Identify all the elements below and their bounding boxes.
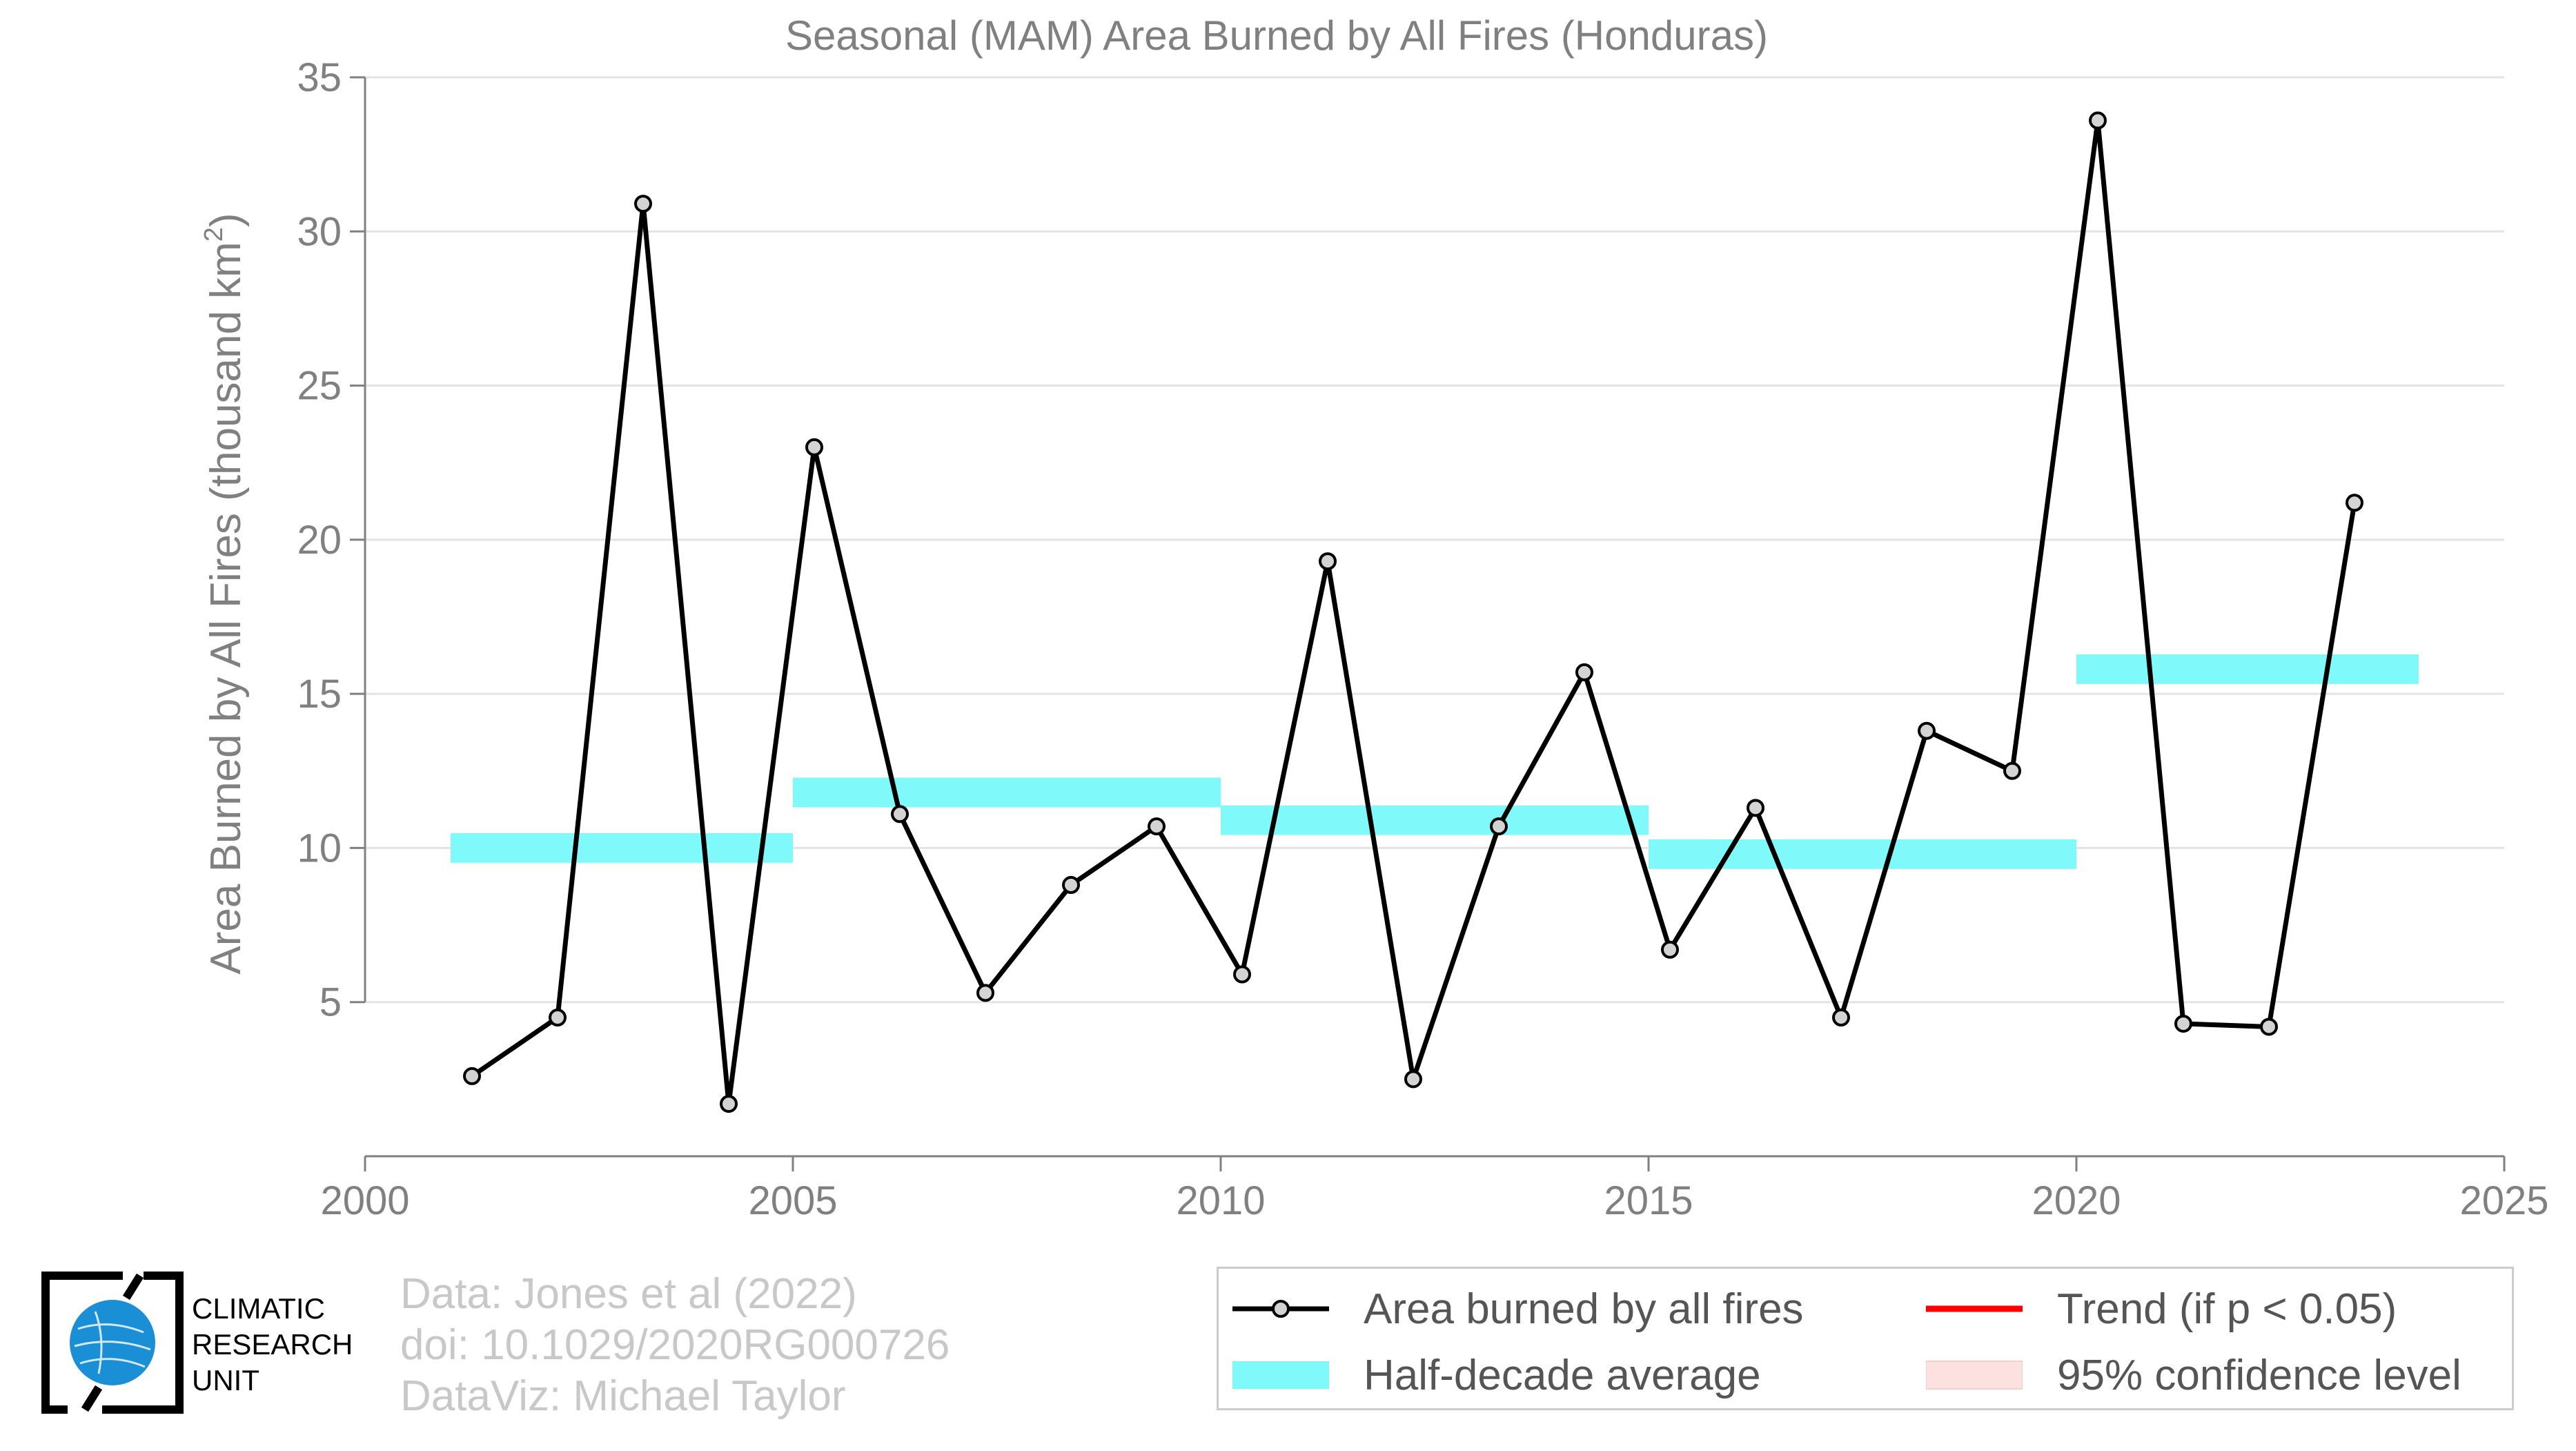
half-decade-band-0 — [451, 832, 793, 863]
data-point-17 — [1918, 721, 1936, 740]
data-point-14 — [1661, 940, 1679, 959]
x-tick-label-2025: 2025 — [2459, 1178, 2548, 1223]
x-tick-label-2000: 2000 — [320, 1178, 409, 1223]
cru-logo-line-3: UNIT — [192, 1364, 259, 1396]
legend-line-marker-icon — [1232, 1281, 1329, 1336]
logo-frame-right — [102, 1272, 184, 1414]
data-point-1 — [549, 1009, 567, 1027]
y-axis-label-superscript: 2 — [199, 227, 228, 242]
data-point-15 — [1747, 799, 1764, 817]
x-tick-label-2010: 2010 — [1176, 1178, 1265, 1223]
chart-title: Seasonal (MAM) Area Burned by All Fires … — [785, 12, 1768, 59]
credit-doi: doi: 10.1029/2020RG000726 — [400, 1321, 950, 1369]
data-point-13 — [1575, 663, 1593, 681]
x-tick-label-2020: 2020 — [2032, 1178, 2121, 1223]
data-credits: Data: Jones et al (2022) doi: 10.1029/20… — [400, 1269, 950, 1422]
y-axis-label-text: Area Burned by All Fires (thousand km — [202, 242, 250, 974]
y-tick-label-15: 15 — [297, 672, 342, 717]
series-line — [471, 118, 2357, 1107]
half-decade-band-4 — [2076, 654, 2419, 684]
data-point-9 — [1233, 965, 1251, 984]
globe-lines — [74, 1311, 151, 1374]
series-area-burned — [463, 111, 2363, 1113]
data-point-4 — [805, 438, 823, 456]
data-point-18 — [2003, 761, 2021, 780]
legend-confidence-band-icon — [1925, 1347, 2023, 1403]
legend-item-confidence: 95% confidence level — [1925, 1347, 2461, 1403]
y-tick-label-25: 25 — [297, 364, 342, 409]
legend-half-decade-band-icon — [1232, 1347, 1329, 1403]
y-tick-label-20: 20 — [297, 518, 342, 563]
legend-item-area-burned: Area burned by all fires — [1232, 1281, 1804, 1336]
cru-logo — [41, 1272, 184, 1414]
logo-slash-bottom — [81, 1385, 103, 1412]
half-decade-band-3 — [1649, 839, 2076, 869]
data-point-16 — [1832, 1009, 1850, 1027]
legend-item-trend: Trend (if p < 0.05) — [1926, 1281, 2397, 1336]
half-decade-band-2 — [1221, 805, 1649, 835]
cru-logo-line-2: RESEARCH — [192, 1328, 353, 1361]
legend: Area burned by all fires Trend (if p < 0… — [1217, 1267, 2514, 1410]
gridlines — [365, 76, 2504, 1004]
x-tick-label-2015: 2015 — [1604, 1178, 1693, 1223]
legend-trend-line-icon — [1926, 1281, 2023, 1336]
credit-data-source: Data: Jones et al (2022) — [400, 1270, 857, 1318]
cru-logo-line-1: CLIMATIC — [192, 1292, 325, 1325]
data-point-7 — [1062, 876, 1080, 895]
logo-slash-top — [122, 1273, 144, 1301]
cru-logo-text: CLIMATIC RESEARCH UNIT — [192, 1291, 353, 1399]
data-point-22 — [2346, 494, 2363, 512]
y-tick-label-5: 5 — [319, 980, 342, 1025]
data-point-11 — [1404, 1070, 1422, 1089]
y-axis-label-close: ) — [202, 213, 250, 227]
data-point-6 — [976, 984, 994, 1002]
data-point-19 — [2089, 111, 2107, 130]
logo-frame-left — [41, 1272, 123, 1414]
y-tick-label-10: 10 — [297, 826, 342, 870]
legend-label-area-burned: Area burned by all fires — [1364, 1285, 1804, 1333]
data-point-8 — [1148, 817, 1166, 836]
data-point-20 — [2174, 1014, 2192, 1033]
y-tick-label-35: 35 — [297, 55, 342, 100]
data-point-2 — [634, 195, 652, 213]
x-tick-label-2005: 2005 — [748, 1178, 837, 1223]
legend-label-trend: Trend (if p < 0.05) — [2057, 1285, 2397, 1333]
y-axis-label: Area Burned by All Fires (thousand km2) — [199, 213, 250, 974]
data-point-0 — [463, 1067, 481, 1085]
y-tick-label-30: 30 — [297, 209, 342, 254]
data-point-5 — [891, 805, 909, 824]
legend-label-half-decade: Half-decade average — [1364, 1351, 1761, 1399]
data-point-3 — [720, 1095, 738, 1113]
legend-label-confidence: 95% confidence level — [2057, 1351, 2461, 1399]
legend-item-half-decade: Half-decade average — [1232, 1347, 1761, 1403]
data-point-12 — [1490, 817, 1508, 836]
half-decade-average-bands — [451, 654, 2419, 869]
half-decade-band-1 — [793, 777, 1221, 808]
data-point-10 — [1319, 552, 1337, 571]
data-point-21 — [2260, 1017, 2278, 1036]
credit-dataviz: DataViz: Michael Taylor — [400, 1372, 846, 1420]
